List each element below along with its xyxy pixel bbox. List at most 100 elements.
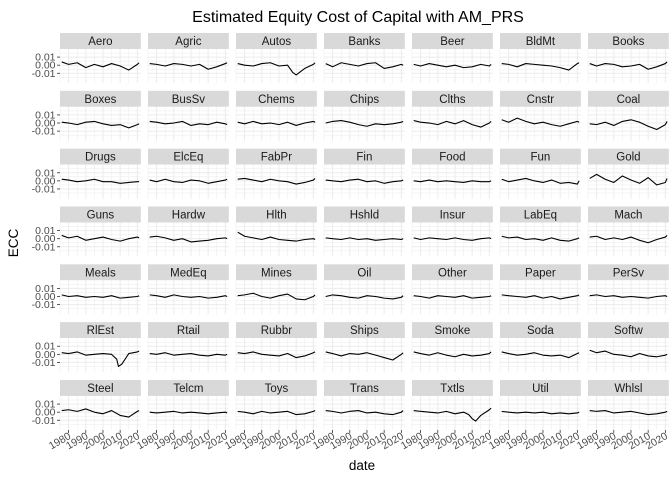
facet-paper: Paper (499, 264, 581, 315)
facet-strip (236, 322, 317, 339)
series-line (325, 120, 404, 127)
facet-strip-label: Toys (265, 383, 289, 395)
facet-strip (412, 379, 493, 396)
facet-strip-label: Clths (439, 94, 465, 106)
facet-strip-label: Trans (350, 383, 379, 395)
y-tick-label: 0.01 (35, 225, 56, 237)
facet-boxes: Boxes 0.010.00-0.01 (32, 90, 141, 141)
facet-strip-label: Mach (614, 209, 642, 221)
facet-strip (236, 90, 317, 107)
facet-soda: Soda (499, 322, 581, 373)
facet-strip (148, 379, 229, 396)
facet-strip-label: Boxes (84, 94, 116, 106)
series-line (237, 177, 316, 185)
series-line (325, 178, 404, 184)
facet-strip-label: Coal (617, 94, 641, 106)
facet-strip (588, 322, 669, 339)
facet-strip-label: Cnstr (527, 94, 555, 106)
series-line (589, 235, 668, 244)
y-tick-label: 0.01 (35, 109, 56, 121)
facet-strip-label: Steel (87, 383, 113, 395)
series-line (501, 177, 580, 185)
facet-strip-label: Mines (261, 267, 292, 279)
series-line (325, 410, 404, 416)
facet-clths: Clths (411, 90, 493, 141)
series-line (589, 349, 668, 358)
series-line (61, 294, 140, 299)
series-line (149, 352, 228, 357)
series-line (325, 294, 404, 300)
facet-bldmt: BldMt (499, 33, 581, 83)
series-line (413, 351, 492, 358)
facet-strip (148, 264, 229, 281)
y-tick-label: -0.01 (32, 415, 56, 427)
facet-strip-label: Fun (530, 152, 550, 164)
y-tick-label: 0.01 (35, 283, 56, 295)
series-line (501, 117, 580, 127)
facet-hardw: Hardw (147, 206, 229, 257)
facet-cnstr: Cnstr (499, 90, 581, 141)
y-tick-label: -0.01 (32, 126, 56, 138)
facet-strip (60, 90, 141, 107)
facet-autos: Autos (235, 33, 317, 83)
facet-strip (324, 322, 405, 339)
facet-strip-label: Soda (527, 325, 554, 337)
series-line (589, 119, 668, 131)
facet-strip-label: Rtail (177, 325, 200, 337)
facet-strip (324, 264, 405, 281)
series-line (589, 61, 668, 70)
series-line (61, 120, 140, 129)
series-line (413, 407, 492, 422)
series-line (61, 234, 140, 242)
facet-fin: Fin (323, 148, 405, 199)
facet-chems: Chems (235, 90, 317, 141)
facet-strip (500, 379, 581, 396)
facet-strip-label: Insur (440, 209, 466, 221)
facet-strip (324, 90, 405, 107)
facet-strip (324, 206, 405, 223)
y-axis-label: ECC (6, 229, 21, 258)
series-line (61, 408, 140, 418)
series-line (237, 351, 316, 359)
series-line (325, 351, 404, 361)
series-line (589, 410, 668, 416)
facet-strip (236, 264, 317, 281)
facet-fabpr: FabPr (235, 148, 317, 199)
series-line (149, 294, 228, 299)
facet-strip (60, 322, 141, 339)
facet-chips: Chips (323, 90, 405, 141)
chart-title: Estimated Equity Cost of Capital with AM… (192, 9, 524, 26)
y-tick-label: 0.01 (35, 52, 56, 64)
series-line (61, 61, 140, 71)
facet-strip-label: Oil (357, 267, 371, 279)
facet-strip-label: BusSv (172, 94, 205, 106)
facet-mines: Mines (235, 264, 317, 315)
facet-strip (148, 322, 229, 339)
series-line (501, 62, 580, 71)
facet-strip-label: Aero (88, 36, 112, 48)
series-line (413, 295, 492, 299)
facet-strip-label: Ships (350, 325, 379, 337)
y-tick-label: -0.01 (32, 68, 56, 80)
facet-strip (588, 90, 669, 107)
y-tick-label: -0.01 (32, 183, 56, 195)
facet-strip-label: RlEst (87, 325, 115, 337)
facet-strip-label: Telcm (173, 383, 203, 395)
facet-strip (588, 264, 669, 281)
facet-strip-label: Util (532, 383, 549, 395)
facet-strip (60, 33, 141, 49)
series-line (61, 350, 140, 368)
series-line (237, 292, 316, 301)
facet-fun: Fun (499, 148, 581, 199)
series-line (501, 410, 580, 415)
facet-drugs: Drugs 0.010.00-0.01 (32, 148, 141, 199)
facet-strip (324, 148, 405, 165)
facet-oil: Oil (323, 264, 405, 315)
facet-aero: Aero 0.010.00-0.01 (32, 33, 141, 83)
series-line (149, 235, 228, 243)
y-tick-label: 0.01 (35, 341, 56, 353)
